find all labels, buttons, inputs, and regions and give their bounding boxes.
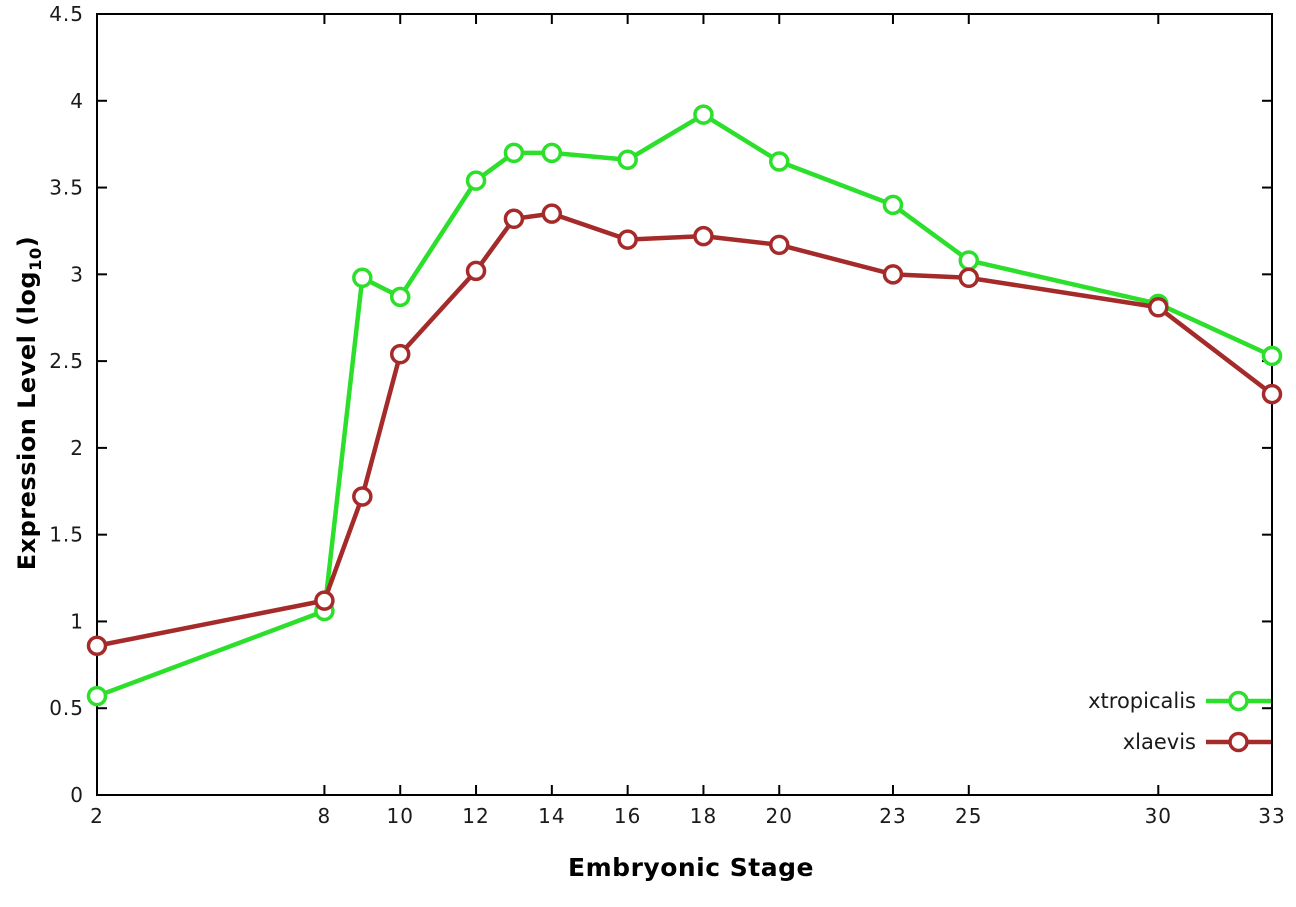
legend-marker-xlaevis: [1228, 731, 1249, 753]
series-marker-xlaevis: [541, 203, 563, 224]
legend-label-xlaevis: xlaevis: [1123, 730, 1196, 754]
y-axis-label-subscript: 10: [25, 247, 45, 271]
x-tick-label: 20: [766, 804, 793, 828]
series-marker-xtropicalis: [389, 286, 411, 308]
legend-entry-xtropicalis: xtropicalis: [1088, 689, 1271, 713]
x-tick-label: 16: [614, 804, 641, 828]
y-axis-label-close: ): [13, 235, 41, 248]
series-line-xlaevis: [94, 211, 1275, 648]
series-marker-xlaevis: [503, 208, 525, 230]
series-marker-xtropicalis: [352, 267, 373, 289]
y-axis-label-text: Expression Level (log: [13, 270, 41, 571]
x-tick-label: 2: [90, 804, 104, 828]
series-marker-xtropicalis: [86, 685, 108, 707]
series-marker-xlaevis: [352, 486, 373, 507]
x-tick-label: 23: [879, 804, 906, 828]
y-tick-label: 1.5: [49, 523, 84, 547]
series-marker-xlaevis: [617, 229, 638, 250]
series-marker-xlaevis: [958, 267, 980, 289]
series-marker-xlaevis: [389, 343, 411, 365]
series-marker-xlaevis: [1148, 297, 1169, 318]
series-marker-xlaevis: [693, 225, 714, 247]
series-marker-xtropicalis: [882, 194, 904, 216]
series-marker-xlaevis: [769, 234, 790, 256]
series-marker-xlaevis: [882, 264, 904, 285]
x-tick-label: 33: [1258, 804, 1285, 828]
series-marker-xtropicalis: [541, 142, 563, 164]
x-tick-label: 14: [538, 804, 565, 828]
x-tick-label: 10: [386, 804, 413, 828]
series-marker-xtropicalis: [769, 151, 790, 172]
y-tick-label: 4.5: [49, 2, 84, 26]
y-tick-label: 4: [70, 89, 84, 113]
y-tick-label: 3: [70, 262, 84, 286]
series-marker-xlaevis: [86, 635, 108, 656]
legend: xtropicalis xlaevis: [1088, 689, 1271, 754]
y-tick-label: 3.5: [49, 176, 84, 200]
x-tick-label: 30: [1145, 804, 1172, 828]
x-axis-label: Embryonic Stage: [568, 853, 814, 882]
plot-border: [96, 13, 1273, 796]
y-axis-label: Expression Level (log10): [13, 235, 45, 571]
y-tick-label: 1: [70, 609, 84, 633]
legend-marker-xtropicalis: [1228, 690, 1249, 712]
series-marker-xtropicalis: [1261, 345, 1283, 367]
series-marker-xlaevis: [314, 590, 335, 611]
legend-label-xtropicalis: xtropicalis: [1088, 689, 1196, 713]
y-tick-label: 2: [70, 436, 84, 460]
x-tick-label: 8: [318, 804, 332, 828]
series-marker-xtropicalis: [693, 104, 714, 125]
x-tick-label: 12: [462, 804, 489, 828]
series-marker-xlaevis: [465, 260, 487, 282]
series-marker-xtropicalis: [617, 149, 638, 171]
y-tick-label: 0.5: [49, 696, 84, 720]
series-marker-xtropicalis: [958, 250, 980, 271]
y-tick-label: 2.5: [49, 349, 84, 373]
x-tick-label: 25: [955, 804, 982, 828]
x-tick-label: 18: [690, 804, 717, 828]
legend-entry-xlaevis: xlaevis: [1123, 730, 1271, 754]
series-marker-xtropicalis: [503, 142, 525, 164]
series-marker-xtropicalis: [465, 170, 487, 191]
y-tick-label: 0: [70, 783, 84, 807]
series-marker-xlaevis: [1261, 383, 1283, 405]
